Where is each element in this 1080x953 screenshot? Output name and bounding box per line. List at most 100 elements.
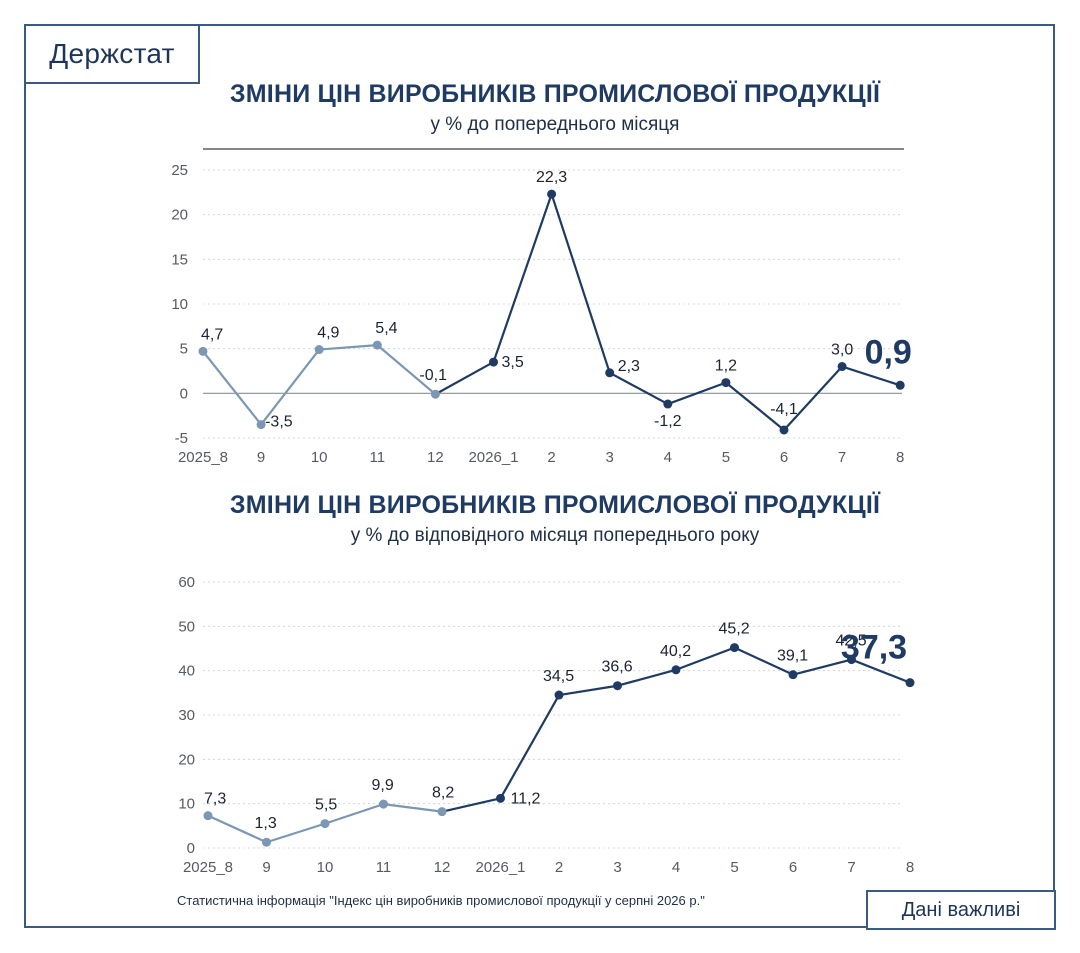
outer-frame [24,24,1055,928]
chart1-data-label: 4,9 [317,325,339,342]
chart2-x-tick-label: 9 [262,859,270,876]
chart2-series-segment [441,797,501,813]
chart1-series-segment [609,371,669,406]
chart2-x-tick-label: 10 [317,859,334,876]
chart2-data-label: 11,2 [511,790,541,807]
chart1-data-point [314,345,324,355]
chart1-subtitle: у % до попереднього місяця [430,114,680,135]
chart1-x-tick-label: 6 [780,449,788,466]
chart2-x-tick-label: 4 [672,859,680,876]
chart2-data-point [379,799,388,809]
chart2-data-point [905,678,915,688]
chart2-series-segment [383,803,443,813]
chart1-data-label: 22,3 [536,169,567,186]
chart1-series-segment [260,348,321,426]
chart1-x-tick-label: 10 [311,449,328,466]
chart1-data-label: -4,1 [770,401,798,418]
chart1-data-point [256,420,266,430]
brand-logo: Держстат [24,24,200,84]
chart2-data-point [847,655,856,665]
chart2-subtitle: у % до відповідного місяця попереднього … [350,525,760,546]
important-data-badge[interactable]: Дані важливі [866,890,1056,930]
chart1-series-segment [492,193,553,363]
chart1-data-label: -3,5 [265,414,293,431]
chart1-data-point [895,380,905,390]
chart1-x-tick-label: 2026_1 [468,449,518,466]
chart2-x-tick-label: 8 [906,859,914,876]
chart1-data-label: 3,0 [831,342,853,359]
chart1-data-point [779,425,789,435]
chart1-title: ЗМІНИ ЦІН ВИРОБНИКІВ ПРОМИСЛОВОЇ ПРОДУКЦ… [229,80,881,108]
chart2-y-tick-label: 30 [178,707,195,724]
chart2-x-tick-label: 2 [555,859,563,876]
chart1-data-point [721,378,731,388]
chart1-y-tick-label: 5 [180,341,188,358]
chart2-series-segment [499,694,560,799]
chart1-data-label: -1,2 [654,413,682,430]
chart1-y-tick-label: 20 [171,207,188,224]
chart1-series-segment [783,365,843,431]
chart2-data-point [496,793,505,803]
chart2-series-segment [792,658,852,676]
chart1-data-label: 5,4 [375,320,397,337]
chart1-latest-value-label: 0,9 [865,333,912,371]
chart2-x-tick-label: 5 [730,859,738,876]
chart1-data-point [663,399,673,409]
chart2-y-tick-label: 40 [178,663,195,680]
chart2-latest-value-label: 37,3 [841,629,907,667]
chart2-series-segment [324,803,384,825]
chart2-x-tick-label: 2026_1 [475,859,525,876]
chart2-y-tick-label: 50 [178,618,195,635]
chart1-series-segment [667,381,727,406]
chart2-y-tick-label: 20 [178,751,195,768]
chart1-x-tick-label: 5 [722,449,730,466]
chart2-data-point [203,811,213,821]
chart2-y-tick-label: 0 [187,840,195,857]
chart1-series-segment [725,381,785,431]
chart1-data-point [489,357,498,367]
chart2-data-label: 34,5 [543,668,574,685]
chart2-series-segment [558,684,618,697]
chart1-series-segment [319,343,378,351]
chart2-x-tick-label: 6 [789,859,797,876]
source-note: Статистична інформація "Індекс цін вироб… [177,893,705,908]
chart2-series-segment [851,658,911,684]
chart2-data-label: 7,3 [204,791,226,808]
chart2-data-label: 36,6 [602,659,633,676]
chart2-data-label: 9,9 [372,777,394,794]
chart2-data-label: 40,2 [660,643,691,660]
chart2-data-point [320,819,330,829]
chart1-x-tick-label: 3 [606,449,614,466]
chart1-series-segment [202,350,262,426]
chart1-data-point [372,340,382,350]
chart2-data-label: 45,2 [719,621,750,638]
chart1-series-segment [376,344,437,396]
chart2-data-point [437,807,447,817]
chart1-x-tick-label: 8 [896,449,904,466]
chart2-data-point [262,837,271,847]
chart2-series-segment [207,814,267,844]
chart1-x-tick-label: 7 [838,449,846,466]
chart1-data-label: 4,7 [201,326,223,343]
chart2-series-segment [675,646,735,671]
chart2-y-tick-label: 60 [178,574,195,591]
chart2-x-tick-label: 3 [613,859,621,876]
chart1-data-point [605,368,615,378]
chart1-data-label: 3,5 [502,354,524,371]
chart1-data-label: 2,3 [618,358,640,375]
chart2-data-label: 42,5 [836,633,867,650]
chart2-title: ЗМІНИ ЦІН ВИРОБНИКІВ ПРОМИСЛОВОЇ ПРОДУКЦ… [229,491,881,519]
chart1-y-tick-label: 15 [171,251,188,268]
chart1-data-label: 1,2 [715,358,737,375]
chart1-x-tick-label: 4 [664,449,672,466]
chart2-data-point [613,681,622,691]
chart2-data-point [671,665,681,675]
chart1-series-segment [434,361,495,396]
chart2-data-label: 5,5 [315,797,337,814]
chart2-x-tick-label: 7 [847,859,855,876]
chart1-series-segment [841,365,901,387]
chart1-x-tick-label: 12 [427,449,444,466]
chart1-data-point [198,346,208,356]
chart1-y-tick-label: 25 [171,162,188,179]
chart2-series-segment [266,822,326,844]
